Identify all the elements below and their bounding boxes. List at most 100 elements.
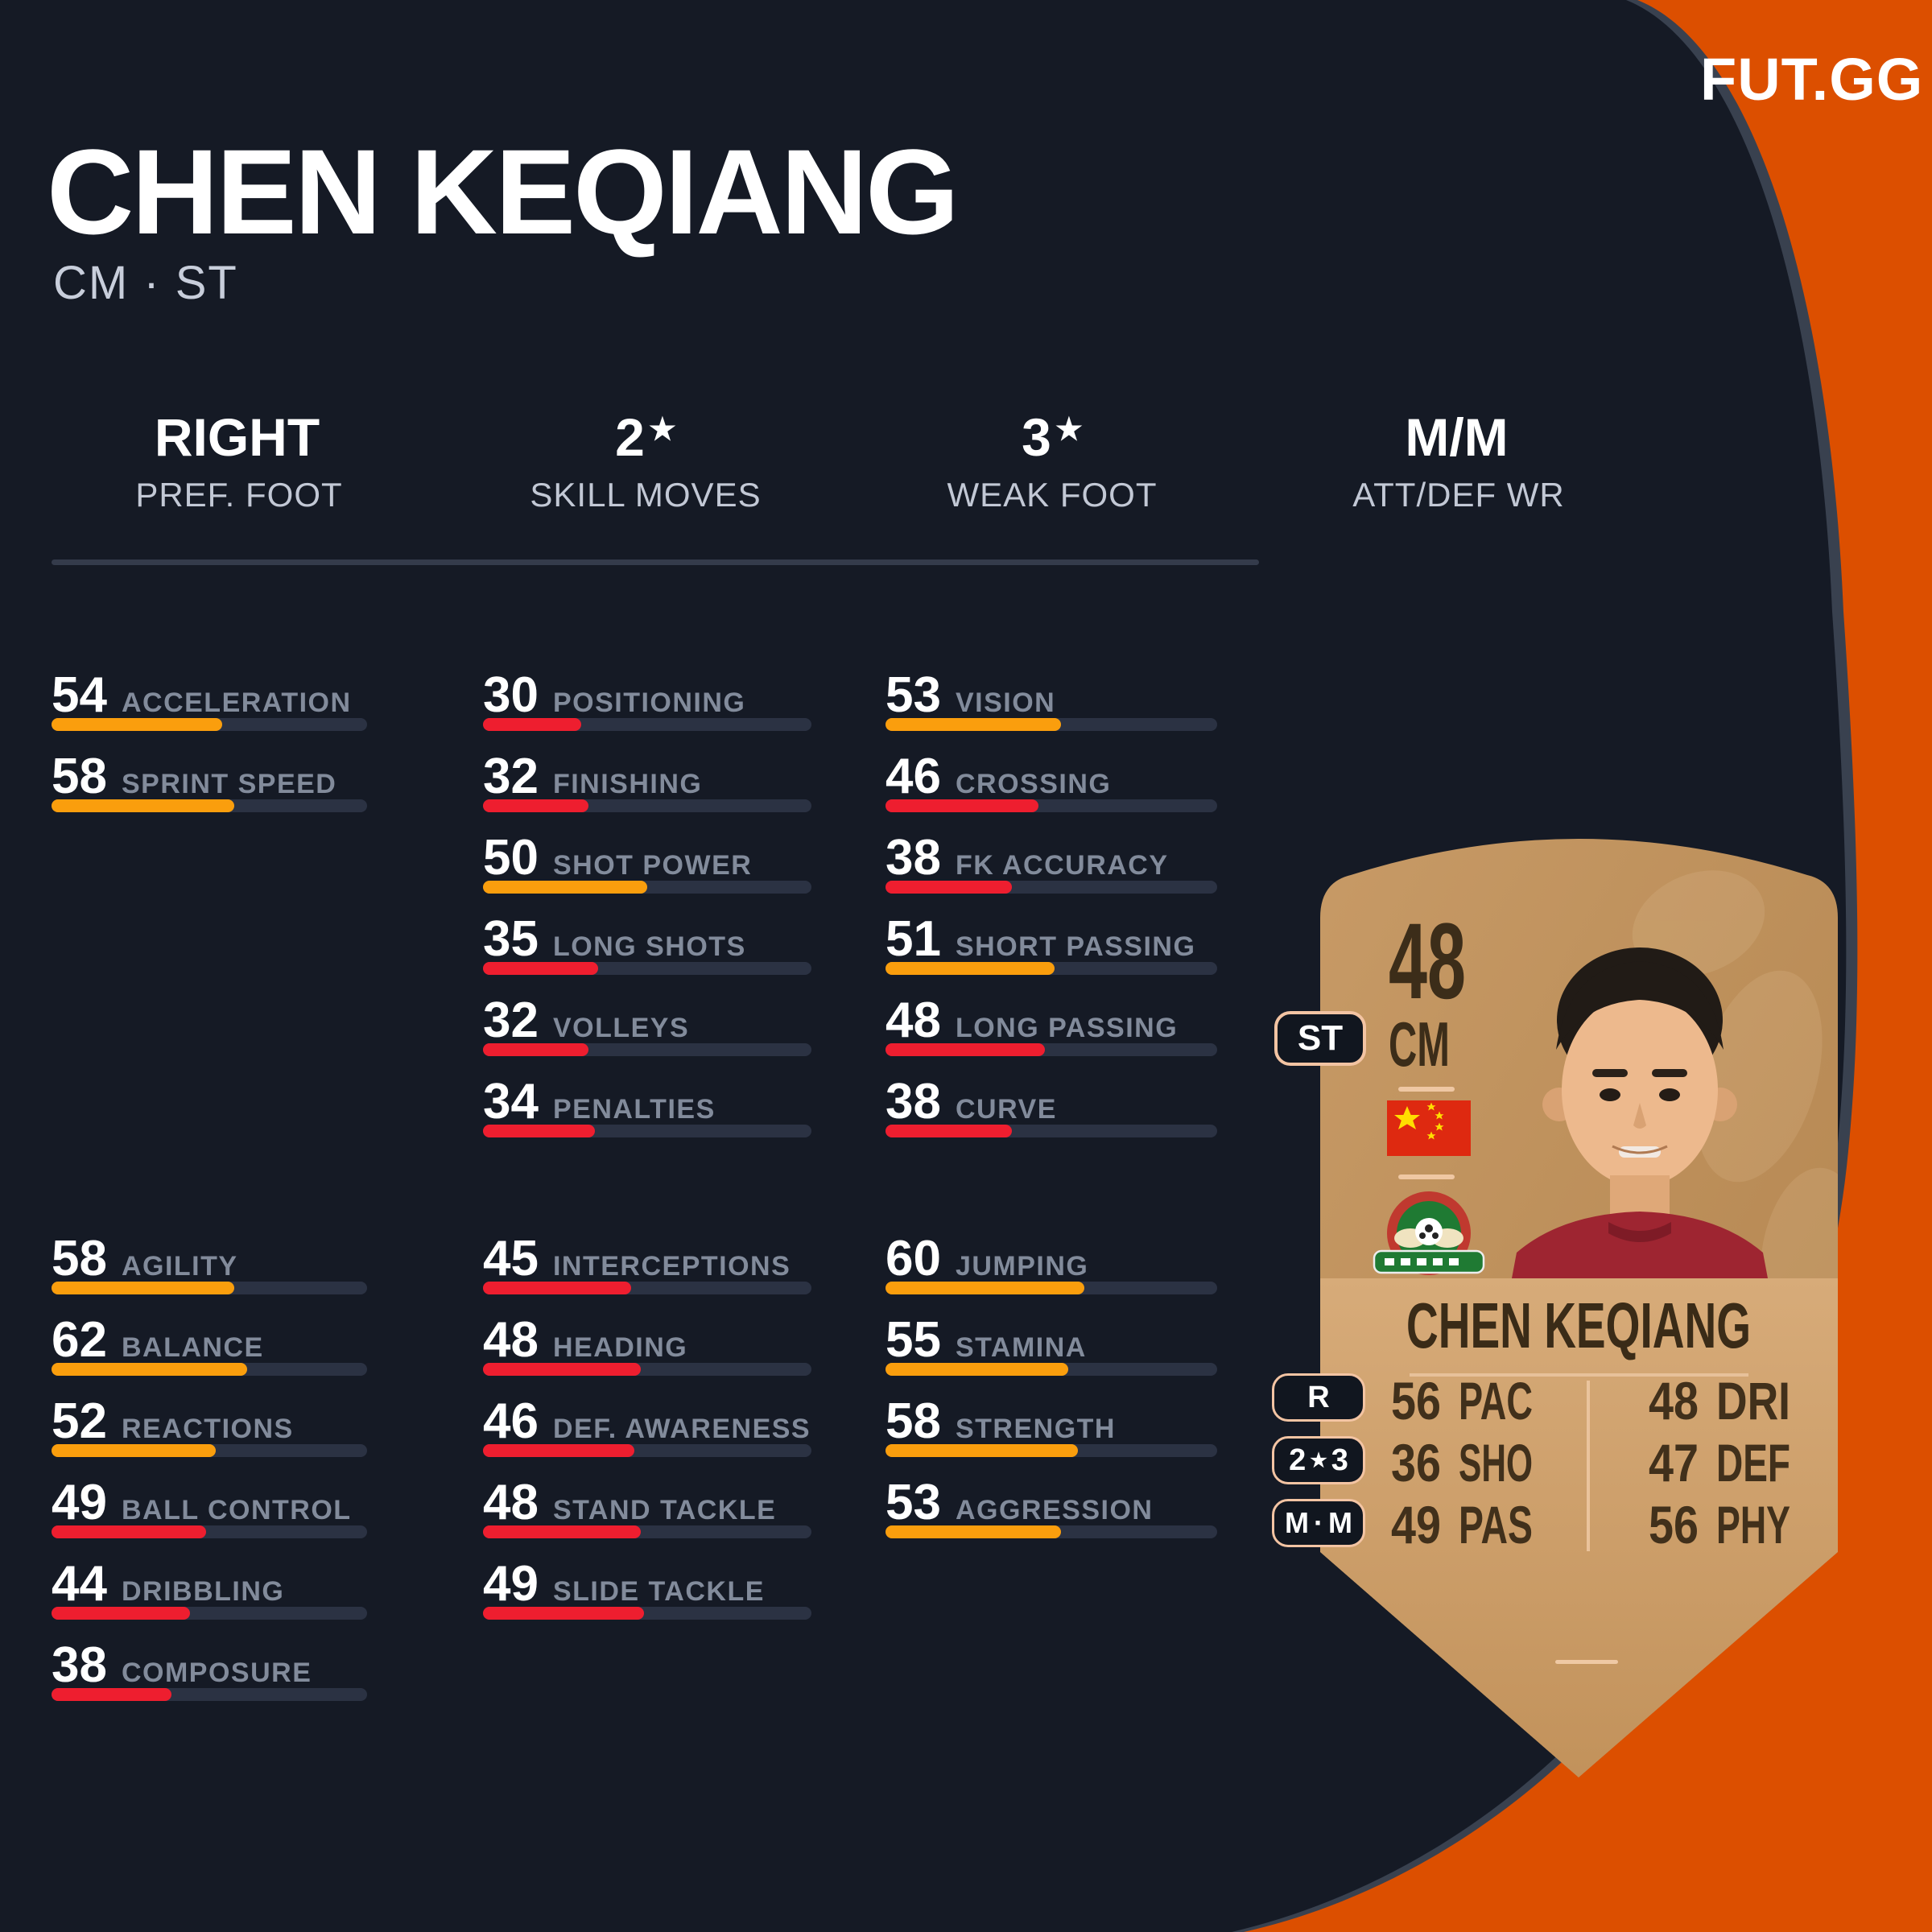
stat-bar-fill	[483, 1043, 588, 1056]
card-stat-pas-label: PAS	[1459, 1495, 1533, 1554]
stat-bar	[886, 1043, 1217, 1056]
stat-bar-fill	[52, 1688, 171, 1701]
stat-item: 50 SHOT POWER	[483, 833, 811, 894]
card-stat-phy-label: PHY	[1716, 1495, 1790, 1554]
stat-bar	[52, 1444, 367, 1457]
stat-bar-fill	[886, 1363, 1068, 1376]
section-divider	[52, 559, 1259, 565]
stat-bar-fill	[52, 799, 235, 812]
stat-label: LONG SHOTS	[552, 931, 746, 962]
stat-value: 51	[886, 911, 941, 967]
stat-column-shooting: 30 POSITIONING 32 FINISHING 50 SHOT POWER 35 LO…	[483, 667, 811, 1161]
stat-bar-fill	[886, 881, 1012, 894]
stat-column-passing: 53 VISION 46 CROSSING 38 FK ACCURACY 51 SHORT P…	[886, 667, 1217, 1161]
stat-item: 30 POSITIONING	[483, 667, 811, 731]
card-player-name: CHEN KEQIANG	[1406, 1290, 1751, 1361]
stat-item: 58 SPRINT SPEED	[52, 749, 367, 812]
stat-item: 38 COMPOSURE	[52, 1641, 367, 1701]
card-divider-1	[1398, 1087, 1455, 1092]
stat-value: 58	[52, 1231, 107, 1286]
stat-bar-fill	[483, 962, 598, 975]
star-icon: ★	[648, 413, 676, 447]
stat-bar	[483, 1125, 811, 1137]
card-stat-dri-label: DRI	[1716, 1371, 1790, 1430]
stat-label: DRIBBLING	[121, 1576, 285, 1607]
stat-label: AGILITY	[121, 1251, 238, 1282]
stat-item: 38 CURVE	[886, 1077, 1217, 1137]
stat-label: AGGRESSION	[955, 1495, 1154, 1525]
card-stat-sho-label: SHO	[1459, 1433, 1533, 1492]
card-bottom-line	[1555, 1660, 1618, 1664]
card-position: CM	[1389, 1009, 1450, 1080]
skill-moves-label: SKILL MOVES	[530, 476, 762, 514]
player-photo	[1512, 947, 1768, 1278]
stat-bar-fill	[886, 1125, 1012, 1137]
workrate-label: ATT/DEF WR	[1352, 476, 1565, 514]
stat-bar	[52, 1363, 367, 1376]
futgg-logo: FUT.GG	[1700, 46, 1924, 113]
stat-item: 48 STAND TACKLE	[483, 1478, 811, 1538]
stat-bar	[483, 962, 811, 975]
stat-bar-fill	[52, 1282, 235, 1294]
stat-label: FK ACCURACY	[955, 850, 1169, 881]
stat-value: 58	[52, 749, 107, 804]
stat-column-defending: 45 INTERCEPTIONS 48 HEADING 46 DEF. AWARENESS…	[483, 1234, 811, 1643]
info-pref-foot: RIGHT PREF. FOOT	[62, 405, 416, 514]
player-positions: CM · ST	[53, 257, 238, 309]
stat-bar	[483, 1444, 811, 1457]
page-title: CHEN KEQIANG	[47, 124, 960, 259]
alt-position-badge: ST	[1274, 1011, 1366, 1066]
stat-value: 46	[886, 749, 941, 804]
stat-bar	[52, 1525, 367, 1538]
card-lower-band	[1320, 1278, 1838, 1777]
stat-item: 38 FK ACCURACY	[886, 833, 1217, 894]
stat-value: 35	[483, 911, 539, 967]
workrate-value: M/M	[1405, 407, 1509, 467]
stat-column-physical: 60 JUMPING 55 STAMINA 58 STRENGTH 53 AGGRESSION	[886, 1234, 1217, 1562]
card-stat-pac-value: 56	[1391, 1371, 1441, 1430]
stat-bar	[886, 718, 1217, 731]
stat-label: POSITIONING	[552, 687, 746, 718]
stat-label: REACTIONS	[121, 1414, 294, 1444]
stat-value: 58	[886, 1393, 941, 1449]
pref-foot-label: PREF. FOOT	[135, 476, 343, 514]
stat-item: 53 VISION	[886, 667, 1217, 731]
stat-bar-fill	[52, 1444, 216, 1457]
stat-bar-fill	[52, 718, 222, 731]
stat-label: STAND TACKLE	[552, 1495, 777, 1525]
skill-weakfoot-badge: 2 ★ 3	[1272, 1436, 1365, 1484]
stat-value: 30	[483, 667, 539, 723]
stat-bar	[483, 1363, 811, 1376]
stat-bar	[483, 881, 811, 894]
stat-value: 53	[886, 1475, 941, 1530]
card-stat-def-value: 47	[1649, 1433, 1699, 1492]
stat-value: 46	[483, 1393, 539, 1449]
stat-bar	[886, 962, 1217, 975]
stat-bar	[52, 718, 367, 731]
stat-bar	[886, 1282, 1217, 1294]
stat-bar	[886, 799, 1217, 812]
stat-item: 53 AGGRESSION	[886, 1475, 1217, 1538]
stat-bar-fill	[483, 1363, 641, 1376]
stat-bar-fill	[886, 718, 1062, 731]
stat-value: 54	[52, 667, 107, 723]
stat-value: 44	[52, 1556, 107, 1612]
weak-foot-value: 3 ★	[1022, 407, 1083, 467]
stat-item: 55 STAMINA	[886, 1315, 1217, 1376]
stat-value: 52	[52, 1393, 107, 1449]
stat-item: 48 LONG PASSING	[886, 996, 1217, 1056]
info-skill-moves: 2 ★ SKILL MOVES	[469, 405, 823, 514]
stat-item: 46 CROSSING	[886, 749, 1217, 812]
stat-item: 48 HEADING	[483, 1315, 811, 1376]
stat-value: 32	[483, 993, 539, 1048]
stat-label: BALL CONTROL	[121, 1495, 352, 1525]
weak-foot-label: WEAK FOOT	[947, 476, 1158, 514]
stat-bar	[52, 1607, 367, 1620]
skill-moves-value: 2 ★	[615, 407, 676, 467]
stat-item: 51 SHORT PASSING	[886, 911, 1217, 975]
stat-value: 32	[483, 749, 539, 804]
stat-bar-fill	[483, 718, 582, 731]
stat-bar	[483, 1525, 811, 1538]
stat-item: 32 FINISHING	[483, 749, 811, 812]
stat-value: 53	[886, 667, 941, 723]
